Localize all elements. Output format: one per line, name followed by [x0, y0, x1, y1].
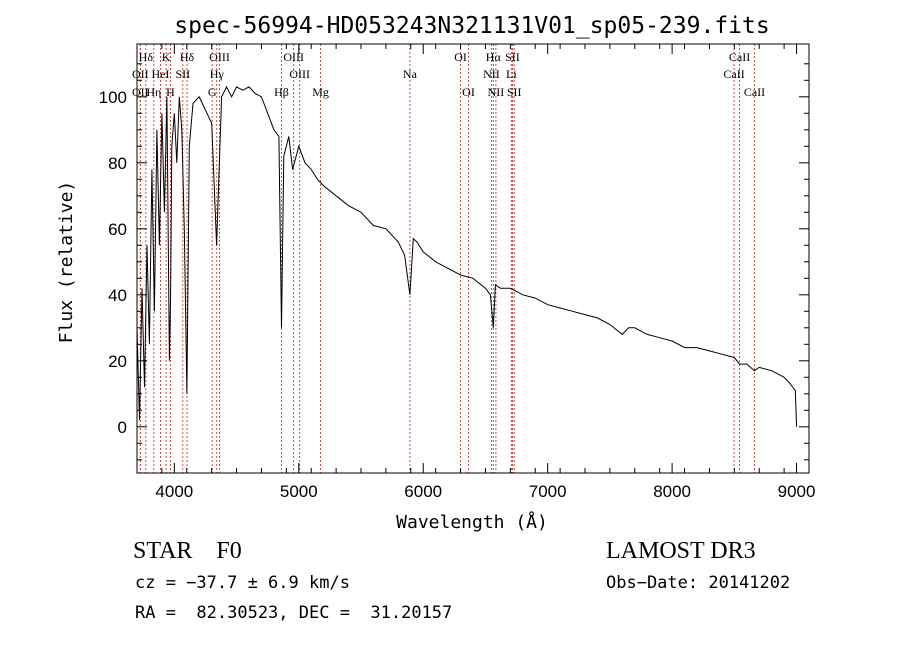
line-marker-label: OI	[462, 85, 475, 99]
x-tick-label: 7000	[529, 482, 567, 501]
x-axis-ticks: 4000 5000 6000 7000 8000 9000	[136, 44, 816, 501]
line-marker-label: Hη	[146, 85, 161, 99]
line-marker-label: G	[208, 85, 217, 99]
line-marker-label: Mg	[312, 85, 329, 99]
x-tick-label: 4000	[155, 482, 193, 501]
line-marker-label: Na	[403, 67, 418, 81]
line-marker-label: H	[166, 85, 175, 99]
line-marker-label: Hδ	[139, 50, 154, 64]
line-marker-label: HeI	[152, 67, 170, 81]
y-tick-label: 20	[108, 352, 127, 371]
line-marker-label: SII	[505, 50, 520, 64]
line-marker-label: OIII	[209, 50, 230, 64]
y-axis-label: Flux (relative)	[56, 181, 77, 344]
line-marker-label: OII	[132, 85, 149, 99]
x-tick-label: 5000	[280, 482, 318, 501]
line-marker-label: SII	[507, 85, 522, 99]
line-marker-label: NII	[488, 85, 505, 99]
line-marker-label: Hβ	[274, 85, 289, 99]
y-tick-label: 40	[108, 286, 127, 305]
x-tick-label: 8000	[653, 482, 691, 501]
line-marker-label: CaII	[729, 50, 750, 64]
y-axis-ticks: 0 20 40 60 80 100	[99, 63, 809, 461]
chart-title: spec-56994-HD053243N321131V01_sp05-239.f…	[174, 13, 769, 39]
y-tick-label: 80	[108, 154, 127, 173]
line-marker-label: OIII	[283, 50, 304, 64]
x-tick-label: 6000	[404, 482, 442, 501]
flux-series-line	[136, 85, 798, 427]
survey-label: LAMOST DR3	[606, 538, 756, 564]
line-marker-label: Li	[506, 67, 517, 81]
observation-date: Obs−Date: 20141202	[606, 573, 791, 593]
x-axis-label: Wavelength (Å)	[396, 511, 548, 533]
y-tick-label: 60	[108, 220, 127, 239]
object-class-label: STAR F0	[133, 538, 242, 564]
coordinates: RA = 82.30523, DEC = 31.20157	[135, 603, 453, 623]
line-marker-label: Hδ	[180, 50, 195, 64]
line-marker-label: OIII	[289, 67, 310, 81]
line-marker-label: CaII	[744, 85, 765, 99]
y-tick-label: 0	[118, 418, 127, 437]
line-markers	[139, 44, 755, 473]
line-marker-label: Hα	[486, 50, 502, 64]
line-marker-label: Hγ	[210, 67, 225, 81]
line-marker-label: K	[162, 50, 171, 64]
line-marker-label: NII	[483, 67, 500, 81]
line-marker-label: CaII	[723, 67, 744, 81]
line-marker-label: OI	[454, 50, 467, 64]
line-marker-label: SII	[175, 67, 190, 81]
redshift-velocity: cz = −37.7 ± 6.9 km/s	[135, 573, 350, 593]
x-tick-label: 9000	[778, 482, 816, 501]
y-tick-label: 100	[99, 88, 127, 107]
plot-frame	[136, 43, 810, 474]
line-marker-label: OII	[132, 67, 149, 81]
